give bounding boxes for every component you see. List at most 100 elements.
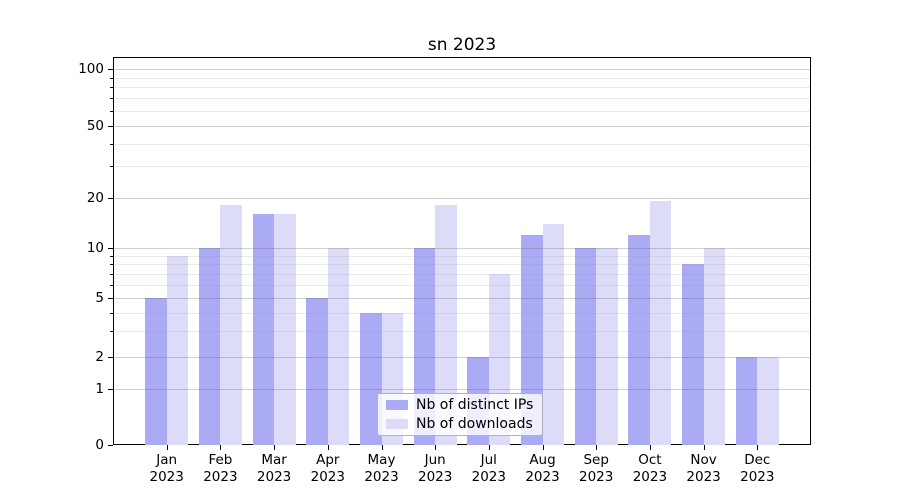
bar-distinct-ips <box>682 264 704 445</box>
y-tick <box>108 69 113 70</box>
plot-area: Nb of distinct IPs Nb of downloads <box>113 57 811 445</box>
bar-downloads <box>542 223 564 445</box>
x-tick <box>488 445 490 450</box>
bar-distinct-ips <box>521 235 543 445</box>
gridline-major <box>114 248 810 250</box>
x-tick <box>703 445 705 450</box>
x-tick <box>542 445 544 450</box>
grid-layer <box>113 57 811 445</box>
x-tick <box>274 445 276 450</box>
gridline-minor <box>114 285 810 287</box>
gridline-major <box>114 356 810 358</box>
y-tick-label: 1 <box>95 381 104 397</box>
x-tick-label: Apr 2023 <box>310 452 345 485</box>
bar-downloads <box>166 255 189 445</box>
y-minor-tick <box>110 312 113 314</box>
bar-distinct-ips <box>360 312 382 445</box>
gridline-major <box>114 389 810 390</box>
y-minor-tick <box>110 143 113 145</box>
x-tick-label: Jun 2023 <box>418 452 453 485</box>
y-minor-tick <box>110 166 113 167</box>
y-minor-tick <box>110 330 113 332</box>
y-minor-tick <box>110 285 113 287</box>
x-tick-label: Feb 2023 <box>203 452 238 485</box>
gridline-minor <box>114 87 810 89</box>
y-tick-label: 100 <box>78 61 104 77</box>
bar-distinct-ips <box>574 248 597 445</box>
x-tick <box>596 445 598 450</box>
x-tick-label: Jul 2023 <box>471 452 506 485</box>
y-tick <box>108 126 113 127</box>
bar-downloads <box>435 205 457 445</box>
y-minor-tick <box>110 98 113 100</box>
x-tick <box>757 445 759 450</box>
legend: Nb of distinct IPs Nb of downloads <box>377 393 543 436</box>
y-tick-label: 0 <box>95 436 104 453</box>
y-minor-tick <box>110 111 113 112</box>
legend-label-distinct-ips: Nb of distinct IPs <box>416 397 534 413</box>
y-tick-label: 2 <box>95 348 104 365</box>
y-tick <box>108 356 113 358</box>
x-tick <box>435 445 437 450</box>
chart-title: sn 2023 <box>427 35 497 55</box>
y-minor-tick <box>110 264 113 266</box>
gridline-minor <box>114 143 810 145</box>
gridline-minor <box>114 77 810 79</box>
x-tick <box>381 445 383 450</box>
y-tick-label: 5 <box>95 290 104 307</box>
x-tick <box>166 445 168 450</box>
x-tick-label: Mar 2023 <box>256 452 292 485</box>
x-tick-label: Nov 2023 <box>686 452 721 485</box>
y-tick <box>108 197 113 199</box>
gridline-minor <box>114 274 810 275</box>
bar-distinct-ips <box>252 214 275 445</box>
legend-row-downloads: Nb of downloads <box>386 416 534 432</box>
y-tick <box>108 389 113 390</box>
bar-downloads <box>274 214 296 445</box>
x-tick <box>327 445 329 450</box>
gridline-minor <box>114 255 810 257</box>
x-tick-label: Jan 2023 <box>149 452 184 485</box>
y-minor-tick <box>110 87 113 89</box>
x-tick-label: Oct 2023 <box>632 452 668 485</box>
bar-downloads <box>327 248 350 445</box>
x-tick-label: Aug 2023 <box>525 452 560 485</box>
bar-downloads <box>757 356 779 445</box>
y-tick-label: 20 <box>86 189 104 206</box>
gridline-major <box>114 126 810 127</box>
bar-downloads <box>703 248 726 445</box>
bar-downloads <box>220 205 242 445</box>
y-minor-tick <box>110 255 113 257</box>
x-tick-label: Dec 2023 <box>740 452 775 485</box>
y-tick-label: 10 <box>86 240 104 257</box>
bar-distinct-ips <box>735 356 758 445</box>
gridline-minor <box>114 166 810 167</box>
gridline-major <box>114 69 810 70</box>
bar-distinct-ips <box>628 235 650 445</box>
x-tick <box>649 445 651 450</box>
gridline-major <box>114 298 810 300</box>
y-tick-label: 50 <box>86 118 104 134</box>
legend-swatch-distinct-ips <box>386 400 408 410</box>
gridline-minor <box>114 111 810 112</box>
gridline-minor <box>114 98 810 100</box>
legend-label-downloads: Nb of downloads <box>416 416 533 432</box>
bar-distinct-ips <box>145 298 167 445</box>
y-tick <box>108 298 113 300</box>
x-tick-label: Sep 2023 <box>579 452 614 485</box>
y-minor-tick <box>110 274 113 275</box>
bar-downloads <box>596 248 618 445</box>
y-tick <box>108 248 113 250</box>
legend-swatch-downloads <box>386 419 408 429</box>
bar-distinct-ips <box>306 298 328 445</box>
bar-downloads <box>649 201 672 445</box>
y-tick <box>108 444 113 446</box>
y-minor-tick <box>110 77 113 79</box>
gridline-minor <box>114 312 810 314</box>
gridline-minor <box>114 330 810 332</box>
legend-row-distinct-ips: Nb of distinct IPs <box>386 397 534 413</box>
x-tick <box>220 445 222 450</box>
gridline-minor <box>114 264 810 266</box>
x-tick-label: May 2023 <box>364 452 399 485</box>
